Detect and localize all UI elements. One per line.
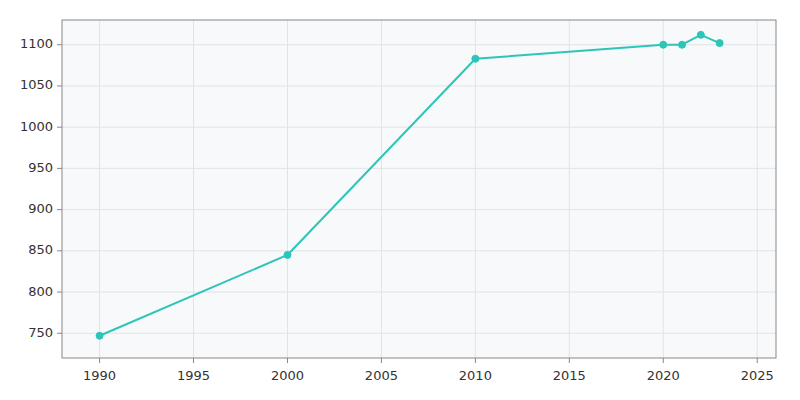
y-tick	[57, 209, 62, 210]
x-tick-label: 2000	[271, 368, 304, 383]
x-grid-line	[757, 20, 758, 358]
chart-container: 1990 1995 2000 2005 2010 2015 2020 2025 750 800 85…	[0, 0, 800, 400]
x-tick-label: 2025	[741, 368, 774, 383]
y-tick-label: 750	[28, 325, 53, 340]
plot-area	[62, 20, 776, 358]
x-tick	[757, 358, 758, 363]
grid	[62, 20, 776, 358]
y-tick-label: 1100	[20, 36, 53, 51]
x-grid-line	[569, 20, 570, 358]
point	[284, 251, 291, 258]
x-tick	[381, 358, 382, 363]
x-tick-label: 2020	[647, 368, 680, 383]
y-tick	[57, 85, 62, 86]
point	[660, 41, 667, 48]
x-grid-line	[475, 20, 476, 358]
x-tick	[663, 358, 664, 363]
y-tick-label: 1000	[20, 119, 53, 134]
point	[96, 332, 103, 339]
y-grid-line	[62, 250, 776, 251]
y-grid-line	[62, 127, 776, 128]
x-tick-label: 2010	[459, 368, 492, 383]
series	[96, 31, 723, 339]
y-tick	[57, 44, 62, 45]
x-tick	[99, 358, 100, 363]
x-grid-line	[663, 20, 664, 358]
plot-frame	[62, 20, 776, 358]
x-tick	[569, 358, 570, 363]
x-grid-line	[287, 20, 288, 358]
point	[716, 40, 723, 47]
x-grid-line	[99, 20, 100, 358]
y-tick	[57, 168, 62, 169]
y-grid-line	[62, 209, 776, 210]
y-tick	[57, 127, 62, 128]
y-tick-label: 850	[28, 242, 53, 257]
y-tick	[57, 292, 62, 293]
line	[100, 35, 720, 336]
x-tick	[193, 358, 194, 363]
y-tick	[57, 333, 62, 334]
x-grid-line	[193, 20, 194, 358]
point	[697, 31, 704, 38]
x-tick-label: 2005	[365, 368, 398, 383]
x-tick-label: 2015	[553, 368, 586, 383]
y-tick-label: 950	[28, 160, 53, 175]
y-tick	[57, 250, 62, 251]
x-tick	[475, 358, 476, 363]
y-tick-label: 800	[28, 284, 53, 299]
y-grid-line	[62, 168, 776, 169]
chart: 1990 1995 2000 2005 2010 2015 2020 2025 750 800 85…	[0, 0, 800, 400]
y-tick-label: 1050	[20, 77, 53, 92]
y-tick-label: 900	[28, 201, 53, 216]
y-grid-line	[62, 333, 776, 334]
x-grid-line	[381, 20, 382, 358]
y-grid-line	[62, 85, 776, 86]
x-tick-label: 1990	[83, 368, 116, 383]
point	[472, 55, 479, 62]
y-grid-line	[62, 292, 776, 293]
point	[679, 41, 686, 48]
x-tick-label: 1995	[177, 368, 210, 383]
x-tick	[287, 358, 288, 363]
